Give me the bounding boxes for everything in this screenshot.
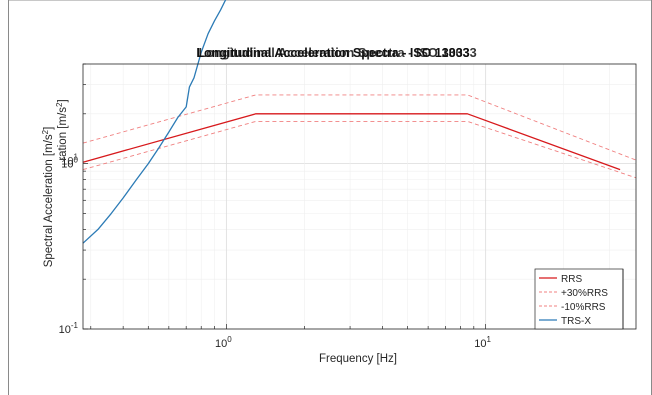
chart-title: Longitudinal Acceleration Spectra - ISO …: [196, 46, 469, 60]
legend-label: TRS-X: [561, 316, 591, 327]
legend-label: RRS: [561, 274, 582, 285]
chart-title-overlay: Longitudinal Acceleration Spectra - ISO …: [198, 46, 476, 60]
plot-frame: [82, 63, 637, 330]
y-axis-label-overlay-superscript: 2: [55, 102, 64, 107]
y-tick-label-overlay: 101: [61, 153, 78, 168]
legend-label: +30%RRS: [561, 288, 608, 299]
x-tick-label-base: 10: [215, 338, 227, 350]
x-tick-label: 101: [474, 335, 491, 350]
y-axis-label-end: ]: [43, 127, 55, 130]
y-axis-label-overlay-main: ration [m/s: [57, 107, 69, 161]
y-tick-label-exponent: 0: [74, 156, 79, 165]
y-axis-label-overlay: ration [m/s2]: [55, 99, 70, 160]
y-axis-label-overlay-end: ]: [57, 99, 69, 102]
y-tick-label-base: 10: [59, 324, 71, 336]
x-tick-label-exponent: 1: [487, 335, 492, 344]
y-tick-label: 10-1: [59, 321, 79, 336]
series-layer: [82, 0, 637, 244]
y-axis-label-main: Spectral Acceleration [m/s: [43, 134, 55, 267]
legend-box: [534, 268, 624, 330]
frame-border-left: [8, 0, 9, 395]
x-axis-label: Frequency [Hz]: [319, 353, 397, 365]
legend-label: -10%RRS: [561, 302, 606, 313]
series-line--10-rrs: [82, 120, 637, 179]
x-tick-label: 100: [215, 335, 232, 350]
y-tick-label-base: 10: [61, 159, 73, 171]
x-tick-label-exponent: 0: [227, 335, 232, 344]
frame-border-top: [8, 0, 652, 1]
y-axis-label: Spectral Acceleration [m/s2]: [41, 127, 56, 268]
x-tick-label-base: 10: [474, 338, 486, 350]
y-tick-label: 100: [61, 156, 78, 171]
series-line-trs-x: [82, 0, 227, 244]
y-tick-label-overlay-exponent: 1: [74, 153, 79, 162]
y-tick-label-exponent: -1: [71, 321, 79, 330]
y-tick-label-overlay-base: 10: [61, 156, 73, 168]
series-line-rrs: [82, 113, 621, 171]
grid: [83, 63, 636, 330]
y-axis-label-superscript: 2: [41, 129, 50, 134]
legend: RRS +30%RRS -10%RRS TRS-X: [534, 268, 624, 330]
